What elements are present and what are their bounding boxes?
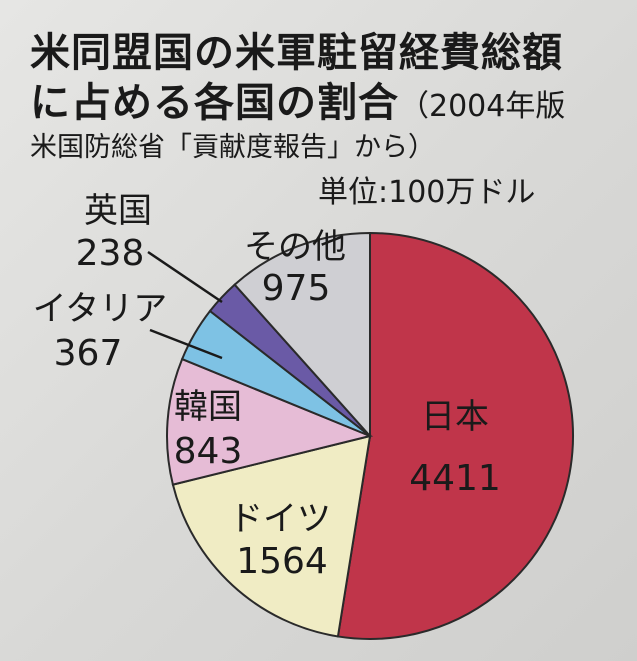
slice-label-other: その他 <box>244 227 346 267</box>
slice-label-uk: 英国 <box>84 191 152 231</box>
pie-slice-germany <box>171 434 372 638</box>
slice-value-japan: 4411 <box>409 458 501 499</box>
slice-label-germany: ドイツ <box>229 499 331 539</box>
slice-label-korea: 韓国 <box>174 387 242 427</box>
chart-title-line1: 米同盟国の米軍駐留経費総額 <box>30 30 563 76</box>
year-note: （2004年版 <box>399 89 566 124</box>
slice-label-italy: イタリア <box>33 289 168 329</box>
slice-value-korea: 843 <box>174 431 243 472</box>
slice-value-uk: 238 <box>76 233 145 274</box>
pie-slice-korea <box>166 357 374 486</box>
unit-label: 単位:100万ドル <box>318 175 536 210</box>
slice-value-germany: 1564 <box>236 541 328 582</box>
pie-slice-other <box>233 231 371 439</box>
slice-value-italy: 367 <box>54 333 123 374</box>
pie-slice-japan <box>336 231 575 640</box>
chart-title-line2: に占める各国の割合（2004年版 <box>30 80 630 130</box>
leader-line-italy <box>149 328 223 360</box>
slice-label-japan: 日本 <box>421 397 489 437</box>
source-note: 米国防総省「貢献度報告」から） <box>30 132 435 163</box>
leader-line-uk <box>147 250 223 304</box>
slice-value-other: 975 <box>262 268 331 309</box>
chart-title-line2-text: に占める各国の割合 <box>30 80 399 126</box>
